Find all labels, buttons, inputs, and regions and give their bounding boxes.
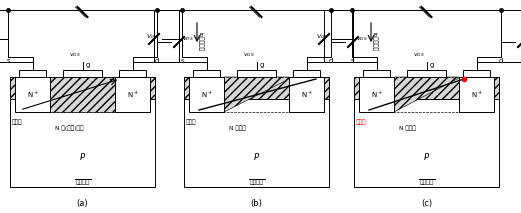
Bar — [63, 70, 102, 77]
Text: g: g — [85, 62, 90, 68]
Text: d: d — [499, 58, 503, 64]
Text: $v_{DS}$: $v_{DS}$ — [182, 35, 194, 43]
Polygon shape — [224, 77, 289, 112]
Text: $V_{DD}$: $V_{DD}$ — [76, 0, 90, 2]
Text: iᴅ电流增大: iᴅ电流增大 — [197, 32, 203, 51]
Text: (b): (b) — [251, 199, 263, 208]
Bar — [359, 77, 394, 112]
Text: $v_{GS}$: $v_{GS}$ — [69, 51, 80, 59]
Bar — [10, 77, 155, 187]
Text: P: P — [424, 153, 429, 161]
Bar — [184, 77, 329, 99]
Text: s: s — [351, 58, 354, 64]
Text: 襯底引線: 襯底引線 — [419, 179, 433, 185]
Bar — [15, 77, 150, 112]
Bar — [289, 77, 324, 112]
Text: d: d — [329, 58, 333, 64]
Bar — [184, 77, 329, 187]
Text: (c): (c) — [421, 199, 432, 208]
Text: $V_{DD}$: $V_{DD}$ — [419, 0, 433, 2]
Bar — [459, 77, 494, 112]
Bar — [189, 77, 324, 112]
Text: N$^+$: N$^+$ — [470, 89, 482, 100]
Bar — [463, 70, 490, 77]
Bar — [19, 70, 46, 77]
Text: iᴅ接近饱和: iᴅ接近饱和 — [371, 32, 377, 51]
Text: N 型沟道: N 型沟道 — [399, 125, 416, 131]
Text: P: P — [254, 153, 259, 161]
Text: d: d — [155, 58, 159, 64]
Text: g: g — [259, 62, 264, 68]
Polygon shape — [394, 77, 459, 112]
Bar — [407, 70, 446, 77]
Text: 耗尽层: 耗尽层 — [12, 119, 22, 125]
Bar — [115, 77, 150, 112]
Text: $v_{DS}$: $v_{DS}$ — [356, 35, 368, 43]
Bar — [193, 70, 220, 77]
Text: $V_{DD}$: $V_{DD}$ — [250, 0, 264, 2]
Text: N$^+$: N$^+$ — [127, 89, 139, 100]
Text: 耗尽层: 耗尽层 — [186, 119, 196, 125]
Text: N 型沟道: N 型沟道 — [229, 125, 246, 131]
Text: $V_{GG}$: $V_{GG}$ — [145, 32, 158, 41]
Bar — [359, 77, 494, 112]
Bar — [293, 70, 320, 77]
Text: $v_{GS}$: $v_{GS}$ — [243, 51, 254, 59]
Bar — [15, 77, 50, 112]
Text: $V_{GG}$: $V_{GG}$ — [316, 32, 328, 41]
Text: $v_{GS}$: $v_{GS}$ — [413, 51, 425, 59]
Text: N$^+$: N$^+$ — [301, 89, 313, 100]
Bar — [363, 70, 390, 77]
Text: P: P — [80, 153, 85, 161]
Bar — [237, 70, 276, 77]
Bar — [189, 77, 224, 112]
Text: s: s — [180, 58, 184, 64]
Text: N$^+$: N$^+$ — [27, 89, 39, 100]
Bar — [10, 77, 155, 99]
Text: 襯底引線: 襯底引線 — [250, 179, 264, 185]
Text: s: s — [6, 58, 10, 64]
Text: (a): (a) — [77, 199, 89, 208]
Bar — [354, 77, 499, 187]
Text: 襯底引線: 襯底引線 — [76, 179, 90, 185]
Bar — [354, 77, 499, 99]
Text: N$^+$: N$^+$ — [370, 89, 382, 100]
Bar — [119, 70, 146, 77]
Text: N$^+$: N$^+$ — [201, 89, 213, 100]
Text: g: g — [429, 62, 434, 68]
Text: 耗尽层: 耗尽层 — [356, 119, 366, 125]
Text: N 型(感生)沟道: N 型(感生)沟道 — [55, 125, 83, 131]
Bar — [50, 77, 115, 112]
